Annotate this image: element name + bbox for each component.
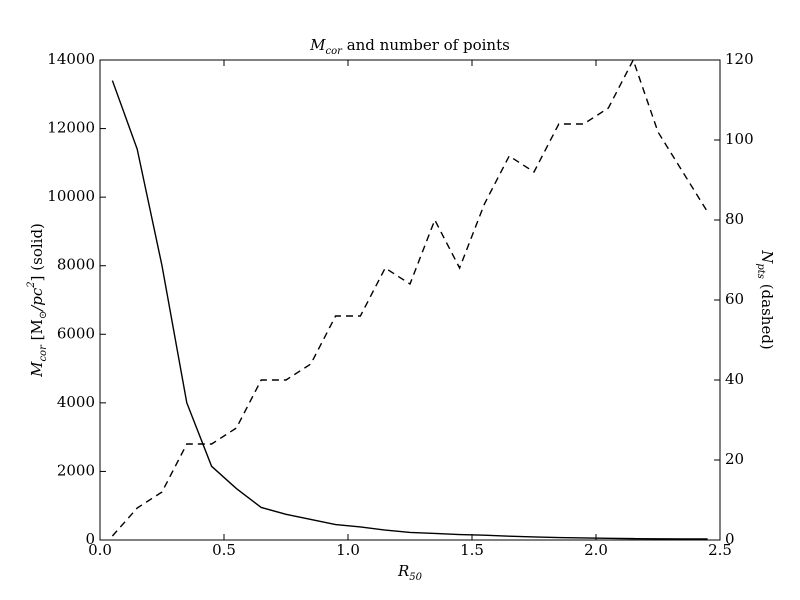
y-label-unit: /pc [28, 287, 46, 313]
y-tick-label: 2000 [57, 461, 95, 479]
y2-label-text: (dashed) [758, 279, 776, 350]
y2-tick-label: 40 [725, 370, 744, 388]
y2-tick-label: 20 [725, 450, 744, 468]
y-tick-label: 8000 [57, 256, 95, 274]
y-label-power: 2 [26, 281, 37, 288]
x-tick-label: 1.5 [460, 541, 484, 559]
x-tick-label: 0.0 [88, 541, 112, 559]
y2-tick-label: 80 [725, 210, 744, 228]
data-line [111, 80, 708, 540]
y2-tick-label: 60 [725, 290, 744, 308]
y2-tick-label: 100 [725, 130, 754, 148]
y-tick-label: 10000 [47, 187, 95, 205]
y-axis-label: Mcor [M⊙/pc2] (solid) [26, 223, 49, 378]
x-label-sub: 50 [409, 572, 422, 583]
y-tick-label: 14000 [47, 50, 95, 68]
y-tick-label: 4000 [57, 393, 95, 411]
chart-title: Mcor and number of points [309, 36, 510, 57]
plot-frame [99, 59, 721, 541]
y-label-sun: ⊙ [38, 311, 49, 319]
x-tick-label: 1.0 [336, 541, 360, 559]
y-label-sub: cor [38, 344, 49, 362]
x-tick-label: 0.5 [212, 541, 236, 559]
y2-axis-label: Npts (dashed) [756, 249, 777, 350]
y2-label-symbol: N [758, 249, 776, 264]
y2-tick-label: 120 [725, 50, 754, 68]
x-tick-label: 2.5 [708, 541, 732, 559]
y-label-text: [M [28, 319, 46, 345]
y2-tick-label: 0 [725, 530, 735, 548]
y-tick-label: 12000 [47, 119, 95, 137]
y2-label-sub: pts [756, 263, 767, 279]
y-label-symbol: M [28, 361, 46, 378]
title-symbol: M [309, 36, 326, 54]
y-tick-label: 0 [85, 530, 95, 548]
title-text: and number of points [342, 36, 510, 54]
data-line [111, 58, 709, 537]
x-axis-label: R50 [397, 562, 423, 583]
y-tick-label: 6000 [57, 324, 95, 342]
y-label-tail: ] (solid) [28, 223, 46, 281]
x-label-symbol: R [397, 562, 409, 580]
title-sub: cor [326, 46, 344, 57]
x-tick-label: 2.0 [584, 541, 608, 559]
